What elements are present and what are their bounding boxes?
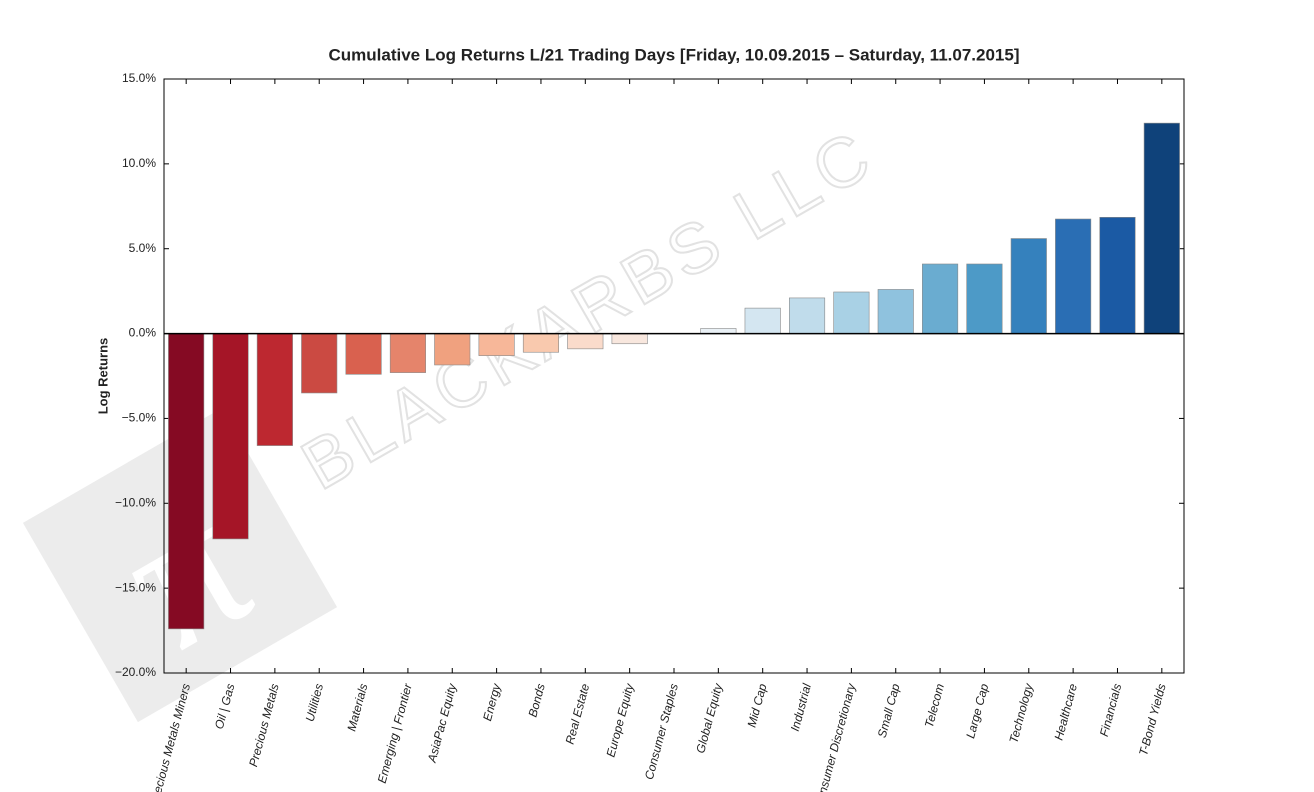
bar <box>212 333 249 540</box>
bar <box>833 291 870 334</box>
x-tick-label: Materials <box>344 682 370 733</box>
bar <box>434 333 471 366</box>
x-tick-label: Real Estate <box>563 682 593 746</box>
bar <box>1143 122 1180 334</box>
bar <box>966 263 1003 334</box>
y-tick-label: 0.0% <box>129 326 157 340</box>
x-tick-label: Utilities <box>303 682 327 723</box>
bar <box>567 333 604 350</box>
bar <box>168 333 205 630</box>
bar <box>877 289 914 334</box>
chart-title: Cumulative Log Returns L/21 Trading Days… <box>329 45 1020 64</box>
x-tick-label: Industrial <box>788 682 814 733</box>
bar <box>922 263 959 334</box>
bar <box>789 297 826 334</box>
y-tick-label: −5.0% <box>122 411 157 425</box>
bar <box>256 333 293 446</box>
x-tick-label: Small Cap <box>875 682 903 739</box>
x-tick-label: Consumer Discretionary <box>811 681 858 792</box>
x-tick-label: Financials <box>1097 682 1125 738</box>
x-tick-label: Precious Metals <box>246 682 282 768</box>
x-tick-label: AsiaPac Equity <box>424 681 459 765</box>
y-tick-label: −15.0% <box>115 580 156 594</box>
bar <box>1010 238 1047 334</box>
y-tick-label: 15.0% <box>122 71 156 85</box>
x-tick-label: Oil | Gas <box>212 682 238 731</box>
x-tick-label: Consumer Staples <box>642 682 681 781</box>
bar <box>611 333 648 345</box>
x-tick-label: Mid Cap <box>745 682 770 729</box>
x-tick-label: Europe Equity <box>604 681 637 758</box>
x-tick-label: Telecom <box>922 682 947 729</box>
y-tick-label: −20.0% <box>115 665 156 679</box>
y-axis-title: Log Returns <box>95 338 110 415</box>
y-tick-label: 5.0% <box>129 241 157 255</box>
y-tick-label: 10.0% <box>122 156 156 170</box>
x-tick-label: Large Cap <box>963 682 991 740</box>
x-tick-label: Technology <box>1006 681 1036 744</box>
bar <box>1099 217 1136 334</box>
bar <box>700 328 737 334</box>
x-tick-label: Emerging | Frontier <box>375 681 415 785</box>
bar <box>478 333 515 356</box>
bar <box>1055 218 1092 334</box>
x-tick-label: Global Equity <box>693 681 725 755</box>
x-tick-label: Healthcare <box>1051 682 1080 742</box>
x-tick-label: Bonds <box>526 682 548 718</box>
bar <box>301 333 338 394</box>
bar <box>389 333 426 373</box>
x-tick-label: Energy <box>480 681 504 722</box>
y-tick-label: −10.0% <box>115 495 156 509</box>
x-tick-label: T-Bond Yields <box>1136 682 1169 757</box>
bar <box>744 307 781 334</box>
bar <box>345 333 382 375</box>
bar <box>522 333 559 353</box>
